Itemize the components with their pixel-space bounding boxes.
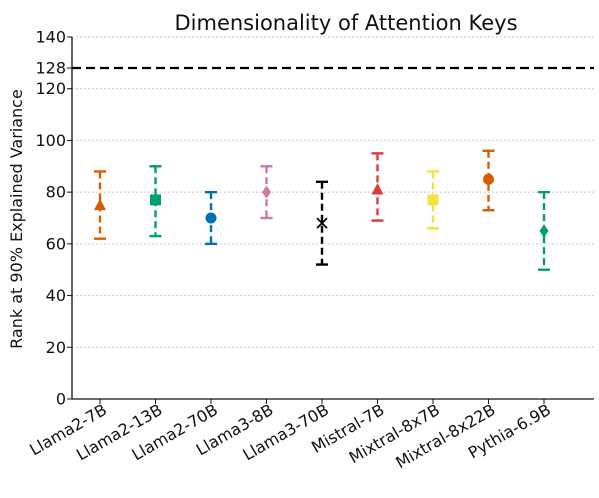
errorbar-2 [205, 190, 217, 246]
marker-diamond [539, 224, 549, 238]
y-tick-label: 0 [56, 390, 66, 409]
y-axis-label: Rank at 90% Explained Variance [7, 89, 26, 349]
marker-square [150, 194, 161, 206]
errorbar-3 [260, 165, 273, 220]
chart-title: Dimensionality of Attention Keys [174, 11, 517, 35]
y-tick-label: 128 [35, 59, 66, 78]
errorbar-4 [316, 180, 328, 266]
errorbar-5 [371, 152, 384, 222]
errorbar-0 [94, 170, 106, 240]
errorbar-8 [538, 190, 550, 271]
data-marks [72, 66, 594, 271]
errorbar-1 [149, 165, 162, 238]
y-tick-label: 120 [35, 79, 66, 98]
marker-x [316, 217, 328, 229]
grid [72, 36, 594, 400]
y-tick-label: 100 [35, 131, 66, 150]
y-tick-label: 20 [46, 338, 66, 357]
marker-circle [205, 212, 217, 224]
y-tick-label: 140 [35, 28, 66, 47]
axes [71, 37, 594, 400]
marker-triangle [371, 183, 384, 195]
x-ticks: Llama2-7BLlama2-13BLlama2-70BLlama3-8BLl… [26, 399, 554, 472]
y-tick-label: 40 [46, 286, 66, 305]
y-tick-label: 80 [46, 183, 66, 202]
marker-circle [483, 173, 494, 185]
marker-diamond [262, 185, 271, 199]
marker-triangle [94, 198, 106, 211]
y-tick-label: 60 [46, 234, 66, 253]
errorbar-6 [427, 170, 439, 230]
marker-square [427, 194, 439, 206]
errorbar-7 [482, 149, 495, 212]
